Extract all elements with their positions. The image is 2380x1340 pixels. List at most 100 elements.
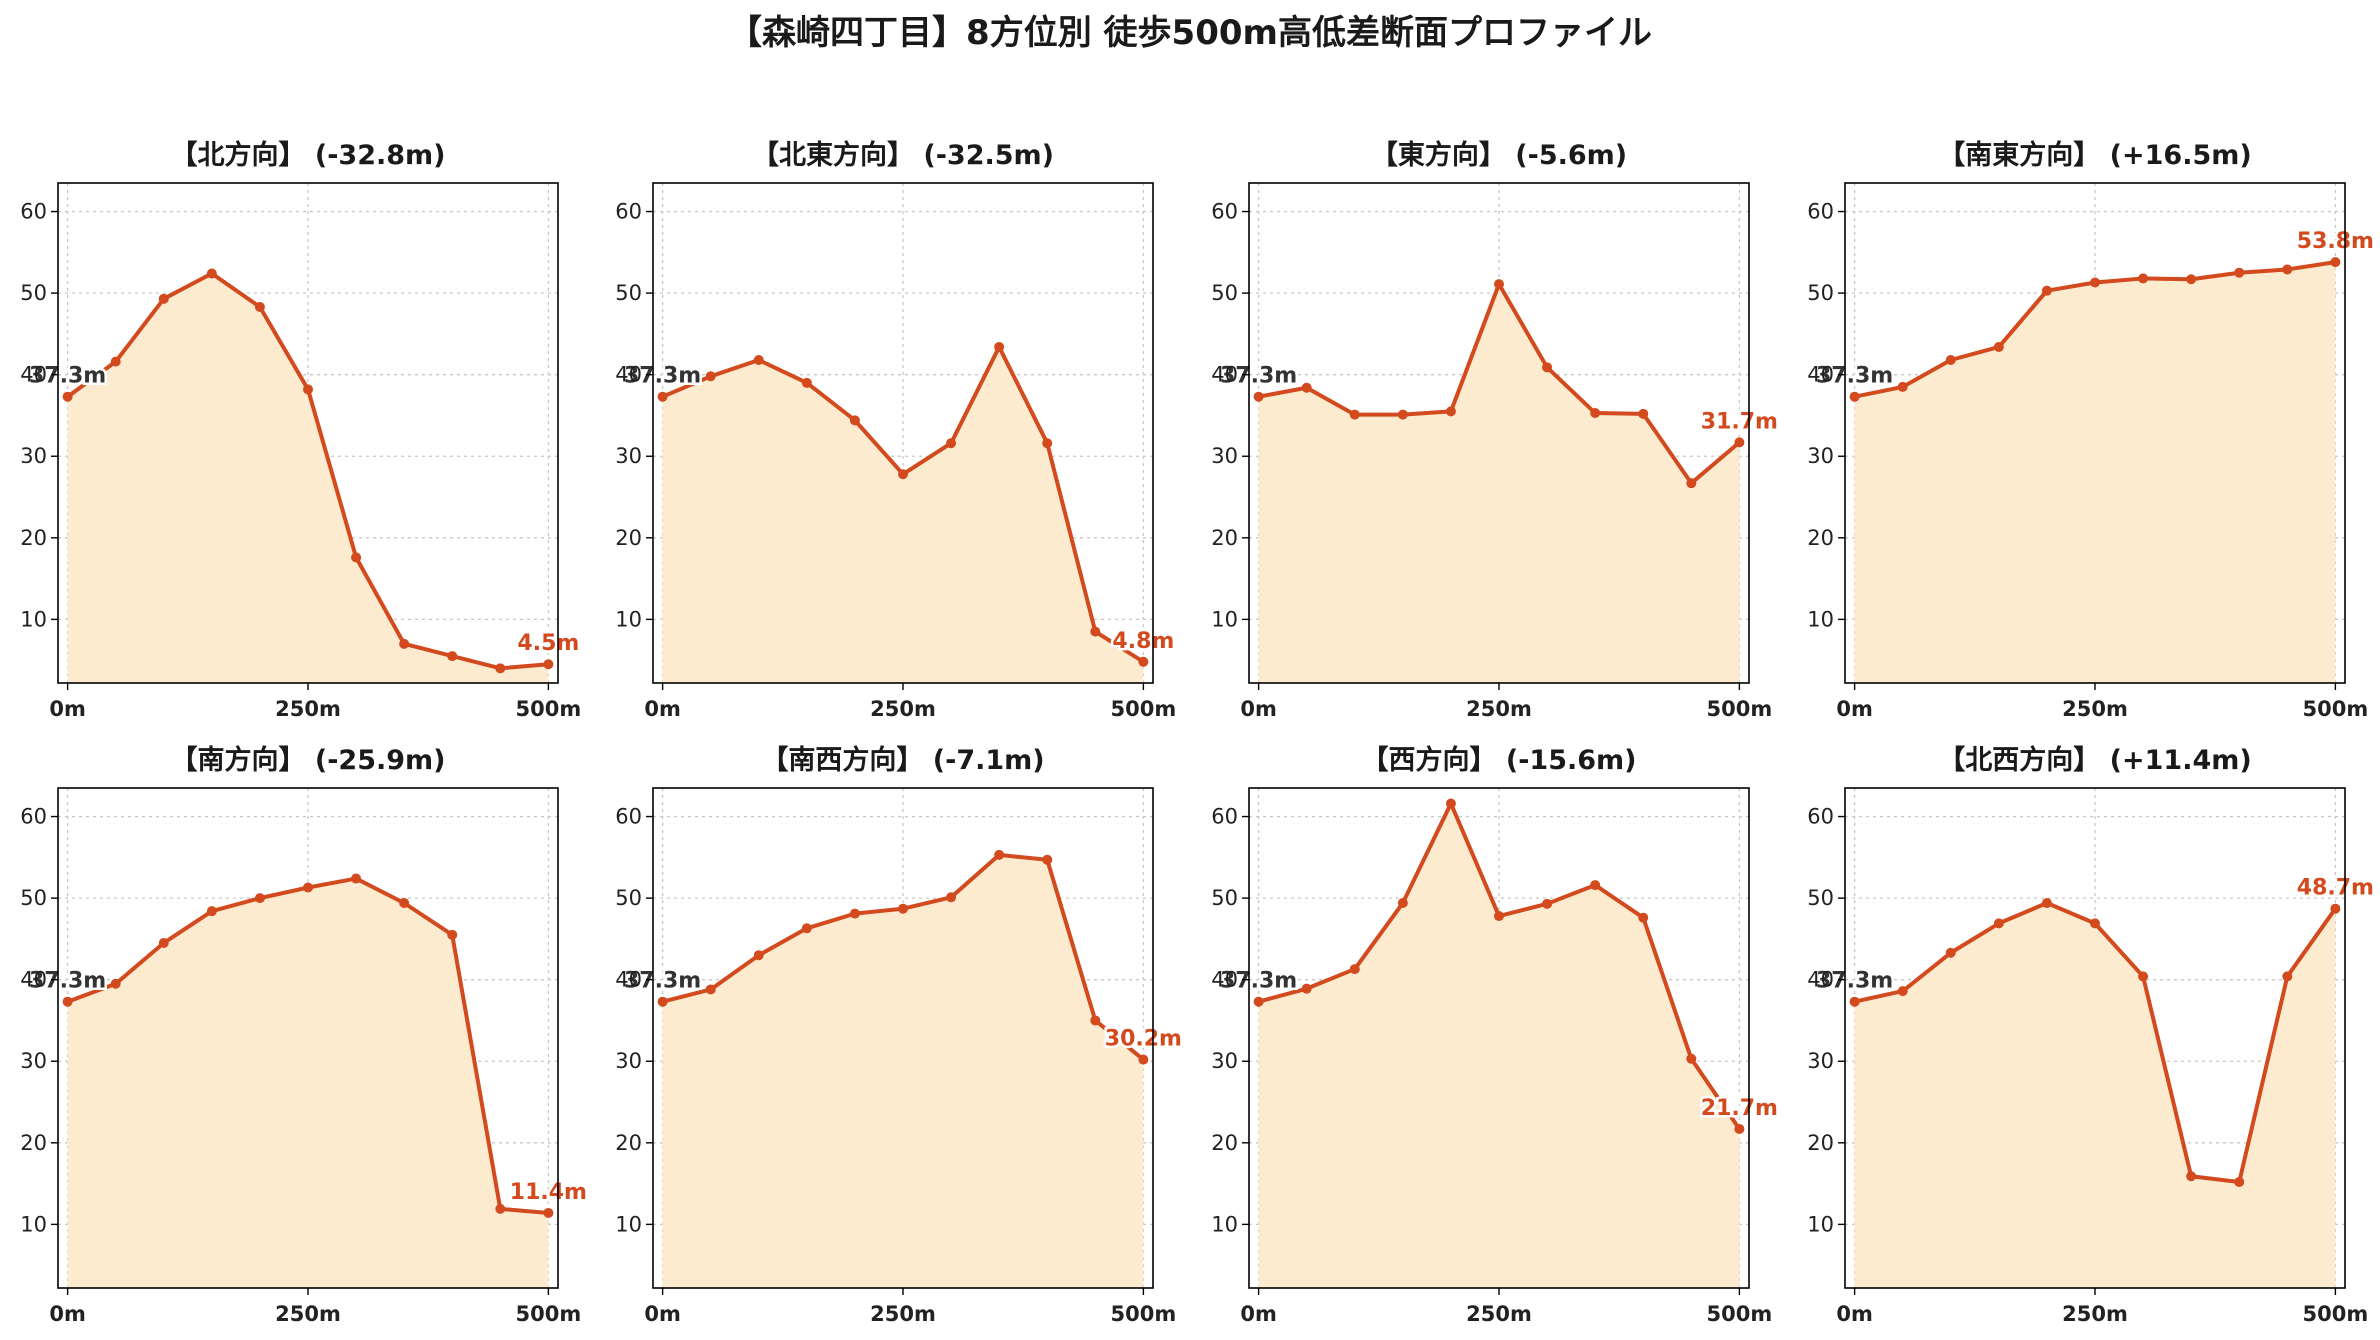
y-tick-label: 60 — [20, 805, 47, 829]
start-elevation-label: 37.3m — [624, 969, 701, 994]
x-tick-label: 0m — [644, 1302, 681, 1326]
data-point — [753, 354, 764, 365]
data-point — [1993, 341, 2004, 352]
panel-title: 【西方向】 (-15.6m) — [1361, 744, 1636, 776]
elevation-area — [67, 273, 549, 683]
elevation-area — [1258, 284, 1740, 683]
data-point — [1445, 798, 1456, 809]
data-point — [2090, 918, 2100, 929]
end-elevation-label: 30.2m — [1105, 1027, 1182, 1052]
end-elevation-label: 48.7m — [2297, 876, 2374, 901]
data-point — [110, 356, 121, 367]
start-elevation-label: 37.3m — [1816, 364, 1893, 389]
chart-panel-2: 【北東方向】 (-32.5m) 37.3m 4.8m 10 20 30 40 50 60 0m 25… — [615, 139, 1177, 721]
data-point — [206, 906, 217, 917]
y-tick-label: 40 — [615, 968, 642, 992]
y-tick-label: 60 — [20, 200, 47, 224]
end-elevation-label: 11.4m — [510, 1180, 587, 1205]
figure-suptitle: 【森崎四丁目】8方位別 徒歩500m高低差断面プロファイル — [728, 13, 1652, 53]
x-tick-label: 500m — [1111, 1302, 1177, 1326]
x-tick-label: 0m — [49, 697, 86, 721]
y-tick-label: 30 — [615, 444, 642, 468]
data-point — [351, 873, 362, 884]
data-point — [1638, 408, 1649, 419]
chart-panel-5: 【南方向】 (-25.9m) 37.3m 11.4m 10 20 30 40 50 60 0m 25… — [20, 744, 589, 1326]
data-point — [705, 984, 716, 995]
y-tick-label: 10 — [615, 1212, 642, 1236]
data-point — [2330, 257, 2341, 268]
y-tick-label: 60 — [615, 200, 642, 224]
y-tick-label: 20 — [615, 526, 642, 550]
chart-panel-7: 【西方向】 (-15.6m) 37.3m 21.7m 10 20 30 40 50 60 0m 25… — [1211, 744, 1780, 1326]
data-point — [657, 996, 668, 1007]
x-tick-label: 250m — [1466, 1302, 1532, 1326]
data-point — [2282, 264, 2293, 275]
elevation-area — [1854, 903, 2336, 1288]
data-point — [62, 391, 73, 402]
data-point — [898, 903, 908, 914]
data-point — [158, 293, 169, 304]
data-point — [2186, 274, 2197, 285]
data-point — [2234, 1176, 2245, 1187]
data-point — [110, 978, 121, 989]
data-point — [849, 908, 860, 919]
y-tick-label: 20 — [615, 1131, 642, 1155]
data-point — [1090, 626, 1101, 637]
data-point — [1542, 362, 1553, 373]
chart-panel-6: 【南西方向】 (-7.1m) 37.3m 30.2m 10 20 30 40 50 60 0m 25… — [615, 744, 1184, 1326]
data-point — [2186, 1171, 2197, 1182]
y-tick-label: 20 — [1807, 1131, 1834, 1155]
y-tick-label: 30 — [1807, 1049, 1834, 1073]
y-tick-label: 50 — [20, 281, 47, 305]
y-tick-label: 30 — [1807, 444, 1834, 468]
y-tick-label: 10 — [1807, 607, 1834, 631]
data-point — [1138, 1054, 1149, 1065]
start-elevation-label: 37.3m — [1816, 969, 1893, 994]
end-elevation-label: 4.8m — [1112, 629, 1174, 654]
y-tick-label: 10 — [1211, 1212, 1238, 1236]
data-point — [2090, 277, 2100, 288]
y-tick-label: 20 — [20, 526, 47, 550]
x-tick-label: 500m — [516, 1302, 582, 1326]
data-point — [1897, 986, 1908, 997]
data-point — [705, 371, 716, 382]
y-tick-label: 20 — [1807, 526, 1834, 550]
x-tick-label: 250m — [2062, 697, 2128, 721]
x-tick-label: 250m — [1466, 697, 1532, 721]
data-point — [753, 950, 764, 961]
y-tick-label: 30 — [20, 1049, 47, 1073]
y-tick-label: 60 — [1211, 805, 1238, 829]
x-tick-label: 500m — [1111, 697, 1177, 721]
data-point — [1253, 391, 1264, 402]
data-point — [447, 929, 458, 940]
y-tick-label: 50 — [615, 886, 642, 910]
panel-title: 【北東方向】 (-32.5m) — [752, 139, 1054, 171]
elevation-area — [1854, 262, 2336, 683]
end-elevation-label: 4.5m — [517, 631, 579, 656]
data-point — [1494, 279, 1504, 290]
elevation-area — [662, 346, 1144, 683]
data-point — [1042, 438, 1053, 449]
data-point — [1349, 964, 1360, 975]
data-point — [351, 552, 362, 563]
data-point — [1397, 409, 1408, 420]
y-tick-label: 50 — [1807, 886, 1834, 910]
data-point — [1397, 898, 1408, 909]
y-tick-label: 40 — [1211, 968, 1238, 992]
data-point — [898, 469, 908, 480]
y-tick-label: 50 — [1807, 281, 1834, 305]
data-point — [2138, 971, 2149, 982]
x-tick-label: 0m — [49, 1302, 86, 1326]
data-point — [801, 377, 812, 388]
data-point — [543, 1207, 554, 1218]
x-tick-label: 250m — [870, 1302, 936, 1326]
data-point — [1253, 996, 1264, 1007]
data-point — [447, 651, 458, 662]
data-point — [2041, 285, 2052, 296]
y-tick-label: 30 — [1211, 1049, 1238, 1073]
data-point — [495, 663, 506, 674]
data-point — [1090, 1015, 1101, 1026]
chart-panel-1: 【北方向】 (-32.8m) 37.3m 4.5m 10 20 30 40 50 60 0m 250… — [20, 139, 582, 721]
x-tick-label: 0m — [1240, 697, 1277, 721]
panel-title: 【北西方向】 (+11.4m) — [1938, 744, 2251, 776]
